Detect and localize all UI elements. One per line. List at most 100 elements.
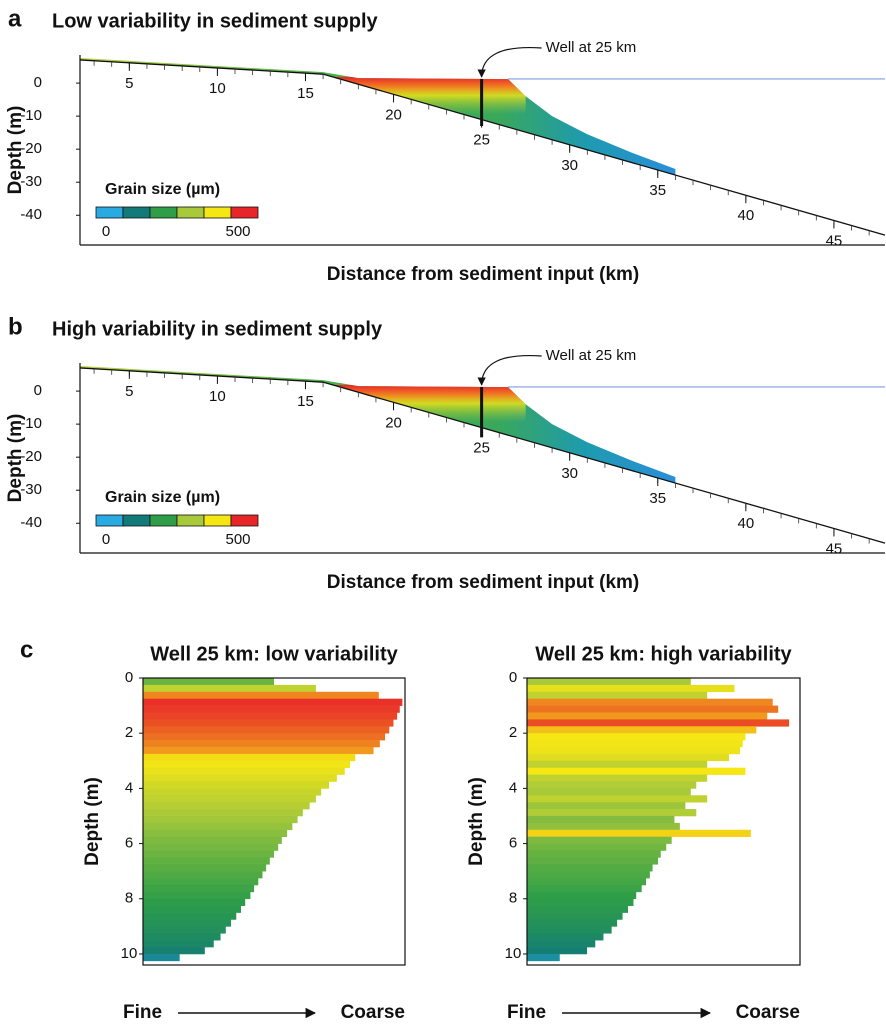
legend-title: Grain size (µm) — [105, 489, 220, 506]
bar — [143, 857, 270, 865]
bar — [527, 850, 661, 858]
bar — [143, 891, 251, 900]
x-tick-label: 45 — [826, 540, 843, 557]
bar — [143, 912, 237, 920]
x-tick-label: 15 — [297, 85, 314, 102]
bar — [143, 678, 274, 686]
bar — [527, 781, 697, 789]
bar — [143, 947, 205, 955]
well-arrow — [477, 46, 542, 78]
bar — [143, 795, 316, 803]
bar — [143, 822, 293, 831]
bar — [143, 843, 279, 851]
legend-swatch — [230, 206, 259, 219]
y-tick-label: 6 — [509, 835, 517, 852]
y-tick-label: -40 — [20, 514, 42, 531]
x-axis-coarse: Coarse — [736, 1002, 800, 1023]
x-tick-label: 25 — [473, 132, 490, 149]
bar — [527, 809, 697, 817]
legend-swatch — [95, 514, 124, 527]
bar — [527, 698, 773, 706]
bar — [143, 740, 380, 748]
y-tick-label: 8 — [509, 890, 517, 907]
x-tick-label: 30 — [561, 465, 578, 482]
bar — [527, 933, 604, 941]
bar — [143, 781, 330, 789]
y-tick-label: 0 — [125, 669, 133, 686]
bar — [527, 891, 637, 900]
chart-title: Well 25 km: high variability — [535, 643, 792, 665]
bar — [143, 726, 390, 734]
bar — [527, 795, 708, 803]
bar — [143, 850, 274, 858]
bar — [527, 919, 618, 927]
bar — [143, 802, 310, 810]
deposit — [80, 365, 676, 484]
y-axis-label: Depth (m) — [5, 106, 26, 195]
bar — [143, 864, 267, 872]
well-label: Well at 25 km — [546, 347, 637, 364]
legend-tick-label: 0 — [102, 223, 110, 240]
x-tick-label: 25 — [473, 440, 490, 457]
bar — [527, 947, 588, 955]
panel-letter: c — [20, 636, 33, 663]
bar — [527, 684, 735, 693]
x-axis-fine: Fine — [507, 1002, 546, 1023]
legend-tick-label: 0 — [102, 531, 110, 548]
y-tick-label: 10 — [505, 945, 522, 962]
y-tick-label: 4 — [125, 779, 133, 796]
bar — [527, 905, 629, 913]
y-axis-label: Depth (m) — [466, 777, 487, 866]
bar — [527, 926, 612, 934]
y-tick-label: -40 — [20, 206, 42, 223]
bar — [143, 926, 226, 934]
x-tick-label: 5 — [125, 383, 133, 400]
bar — [527, 815, 675, 824]
bar — [527, 719, 790, 727]
y-tick-label: 0 — [34, 382, 42, 399]
y-tick-label: -20 — [20, 140, 42, 157]
x-tick-label: 45 — [826, 232, 843, 249]
bar — [143, 712, 398, 720]
legend-swatch — [203, 206, 232, 219]
bar — [527, 822, 680, 831]
bar — [527, 864, 653, 872]
x-axis-coarse: Coarse — [341, 1002, 405, 1023]
x-tick-label: 35 — [649, 182, 666, 199]
bar — [143, 919, 232, 927]
legend-swatch — [230, 514, 259, 527]
legend-tick-label: 500 — [225, 531, 250, 548]
bar — [527, 746, 740, 755]
bar — [527, 774, 708, 782]
panel-letter: b — [8, 313, 23, 340]
y-tick-label: -20 — [20, 448, 42, 465]
bar — [527, 898, 634, 906]
bar — [527, 871, 650, 879]
y-tick-label: -30 — [20, 481, 42, 498]
bar — [143, 767, 345, 775]
bar — [143, 691, 379, 699]
y-tick-label: 0 — [34, 74, 42, 91]
chart-title: Well 25 km: low variability — [150, 643, 398, 665]
basement-line — [79, 59, 886, 236]
legend-swatch — [122, 514, 151, 527]
bar — [143, 953, 180, 962]
bar — [143, 705, 400, 713]
x-axis-label: Distance from sediment input (km) — [327, 572, 640, 593]
bar — [527, 878, 647, 886]
legend-swatch — [203, 514, 232, 527]
x-tick-label: 10 — [209, 80, 226, 97]
x-axis-fine: Fine — [123, 1002, 162, 1023]
legend-swatch — [149, 514, 178, 527]
bar — [527, 836, 672, 844]
well-label: Well at 25 km — [546, 39, 637, 56]
legend-swatch — [149, 206, 178, 219]
bar — [527, 843, 667, 851]
deposit — [80, 57, 676, 176]
bar — [143, 933, 221, 941]
bar — [143, 884, 255, 893]
plot-frame — [142, 677, 406, 966]
legend-tick-label: 500 — [225, 223, 250, 240]
bar — [527, 802, 686, 810]
x-tick-label: 40 — [737, 207, 754, 224]
